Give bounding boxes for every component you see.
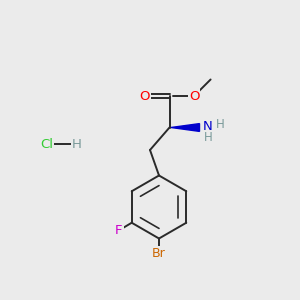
- Text: N: N: [203, 119, 213, 133]
- Text: O: O: [189, 89, 200, 103]
- Text: H: H: [216, 118, 225, 131]
- Text: Br: Br: [152, 247, 166, 260]
- Text: O: O: [140, 89, 150, 103]
- Text: H: H: [203, 131, 212, 144]
- Text: F: F: [115, 224, 122, 237]
- Polygon shape: [171, 124, 200, 131]
- Text: H: H: [72, 137, 81, 151]
- Text: Cl: Cl: [40, 137, 53, 151]
